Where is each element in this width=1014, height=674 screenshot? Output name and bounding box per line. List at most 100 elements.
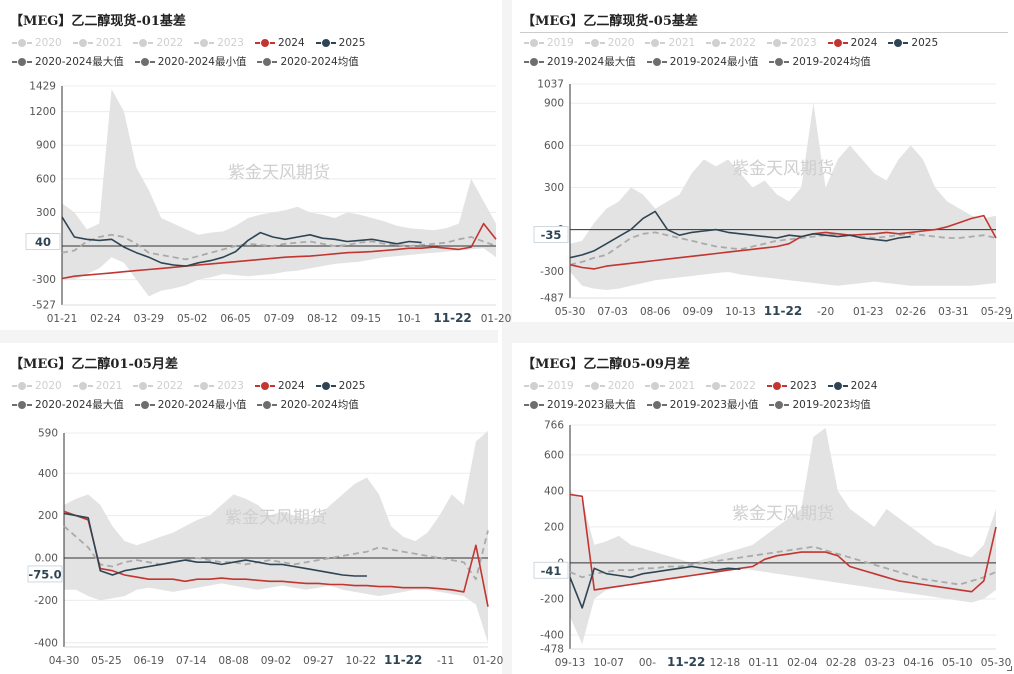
x-tick-label: 01-20 [481, 313, 512, 325]
y-tick-label: 766 [544, 420, 564, 432]
legend-item[interactable]: 2019 [524, 34, 574, 53]
x-tick-label: 10-1 [397, 313, 421, 325]
legend-item[interactable]: 2020 [12, 34, 62, 53]
chart-legend[interactable]: 2020 2021 2022 2023 2024 2025 2020-2024最大值 2020… [12, 377, 497, 415]
legend-item[interactable]: 2019 [524, 377, 574, 396]
chart-panel-01-basis: 【MEG】乙二醇现货-01基差 2020 2021 2022 2023 2024 2025… [0, 0, 511, 330]
chart-legend[interactable]: 2019 2020 2021 2022 2023 2024 2025 2019-2024最大值… [524, 34, 1009, 72]
series-red [569, 493, 997, 593]
legend-item[interactable]: 2019-2024最大值 [524, 53, 636, 72]
x-tick-label: -11 [437, 655, 454, 667]
legend-item[interactable]: 2023 [194, 377, 244, 396]
legend-marker [315, 38, 336, 48]
highlight-y-label: -35 [541, 228, 562, 242]
legend-item[interactable]: 2019-2023最大值 [524, 396, 636, 415]
legend-label: 2020-2024均值 [280, 56, 359, 68]
legend-item[interactable]: 2022 [133, 377, 183, 396]
y-tick-label: -300 [32, 274, 56, 286]
range-band [570, 427, 996, 644]
legend-item[interactable]: 2025 [315, 377, 366, 396]
legend-item[interactable]: 2021 [72, 377, 122, 396]
x-tick-label: 08-08 [218, 655, 249, 667]
legend-item[interactable]: 2019-2023最小值 [646, 396, 758, 415]
legend-marker [706, 381, 727, 391]
legend-item[interactable]: 2019-2024均值 [769, 53, 871, 72]
legend-item[interactable]: 2021 [645, 34, 695, 53]
legend-marker [524, 57, 544, 67]
y-tick-label: 200 [544, 521, 564, 533]
legend-label: 2025 [338, 380, 366, 392]
legend-item[interactable]: 2020-2024最大值 [12, 53, 124, 72]
series-average [569, 545, 997, 586]
legend-item[interactable]: 2025 [888, 34, 938, 53]
legend-marker [524, 381, 544, 391]
legend-item[interactable]: 2024 [827, 377, 877, 396]
legend-marker [646, 400, 667, 410]
legend-item[interactable]: 2023 [766, 34, 817, 53]
x-tick-label: 02-24 [90, 313, 121, 325]
panel-separator-vertical [502, 0, 512, 674]
legend-item[interactable]: 2019-2024最小值 [646, 53, 758, 72]
series-dark [61, 216, 422, 267]
legend-item[interactable]: 2023 [766, 377, 817, 396]
chart-title: 【MEG】乙二醇现货-01基差 [10, 14, 186, 29]
highlight-y-box [533, 561, 569, 579]
legend-item[interactable]: 2024 [254, 377, 305, 396]
legend-item[interactable]: 2019-2023均值 [769, 396, 871, 415]
y-tick-label: -200 [540, 593, 564, 605]
watermark-text: 紫金天风期货 [225, 508, 327, 528]
plot-area: 紫金天风期货142912009006003000-300-5274001-210… [25, 81, 511, 325]
y-tick-label: 900 [36, 140, 56, 152]
legend-label: 2022 [156, 380, 184, 392]
chart-legend[interactable]: 2020 2021 2022 2023 2024 2025 2020-2024最大值 2020… [12, 34, 497, 72]
legend-item[interactable]: 2020-2024均值 [257, 53, 359, 72]
legend-item[interactable]: 2020 [584, 34, 634, 53]
legend-label: 2019-2023最大值 [547, 399, 636, 411]
x-tick-label: 02-04 [787, 657, 818, 669]
legend-item[interactable]: 2020-2024最大值 [12, 396, 124, 415]
legend-item[interactable]: 2020-2024最小值 [134, 53, 246, 72]
legend-item[interactable]: 2022 [133, 34, 183, 53]
legend-item[interactable]: 2025 [315, 34, 365, 53]
series-average [61, 233, 497, 261]
legend-marker [766, 38, 787, 48]
legend-item[interactable]: 2020-2024最小值 [134, 396, 246, 415]
x-tick-label: 00- [639, 657, 656, 669]
x-tick-label: 05-10 [942, 657, 973, 669]
x-tick-label: 01-23 [853, 306, 884, 318]
legend-label: 2023 [789, 380, 817, 392]
legend-marker [827, 38, 848, 48]
legend-item[interactable]: 2022 [706, 34, 756, 53]
x-tick-label: 02-28 [826, 657, 857, 669]
legend-item[interactable]: 2020 [584, 377, 634, 396]
legend-item[interactable]: 2021 [645, 377, 695, 396]
legend-item[interactable]: 2022 [706, 377, 756, 396]
legend-item[interactable]: 2024 [827, 34, 877, 53]
chart-legend[interactable]: 2019 2020 2021 2022 2023 2024 2019-2023最大值 2019… [524, 377, 1009, 415]
legend-marker [133, 38, 154, 48]
x-tick-label: 07-14 [176, 655, 207, 667]
x-tick-label: 02-26 [896, 306, 927, 318]
x-tick-label: 08-12 [307, 313, 338, 325]
x-tick-label: 11-22 [667, 655, 705, 669]
legend-label: 2022 [729, 37, 756, 49]
legend-item[interactable]: 2020-2024均值 [257, 396, 359, 415]
legend-label: 2019-2024最大值 [547, 56, 636, 68]
legend-item[interactable]: 2021 [72, 34, 122, 53]
legend-marker [645, 381, 666, 391]
legend-label: 2019-2023均值 [792, 399, 871, 411]
y-tick-label: 0.00 [35, 553, 58, 565]
legend-item[interactable]: 2024 [254, 34, 305, 53]
x-tick-label: 11-22 [384, 653, 422, 667]
highlight-y-label: -41 [541, 564, 562, 578]
x-tick-label: 12-18 [710, 657, 741, 669]
x-tick-label: 08-06 [640, 306, 671, 318]
legend-label: 2023 [217, 380, 244, 392]
legend-label: 2020 [35, 37, 62, 49]
legend-item[interactable]: 2020 [12, 377, 62, 396]
x-tick-label: 06-05 [220, 313, 251, 325]
x-tick-label: 05-30 [555, 306, 586, 318]
legend-item[interactable]: 2023 [194, 34, 244, 53]
x-tick-label: 03-31 [938, 306, 969, 318]
legend-marker [257, 400, 278, 410]
